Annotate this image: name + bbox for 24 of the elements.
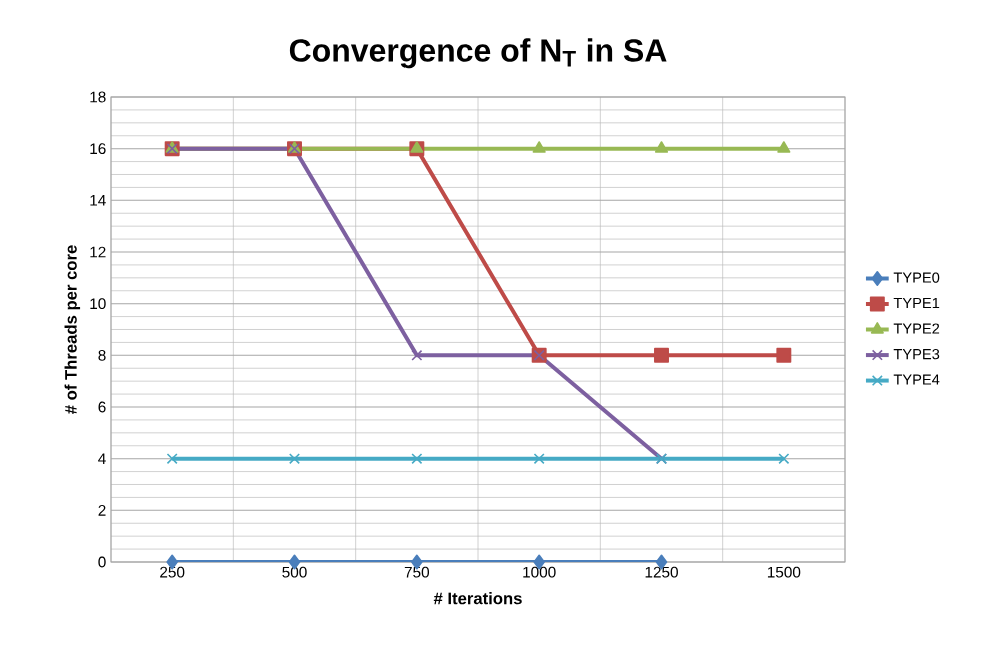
legend-label: TYPE1 bbox=[893, 297, 940, 309]
y-tick-label: 4 bbox=[98, 453, 106, 464]
legend-label: TYPE4 bbox=[893, 374, 940, 385]
legend-label: TYPE0 bbox=[893, 272, 940, 283]
y-tick-label: 0 bbox=[98, 556, 106, 568]
y-axis-title: # of Threads per core bbox=[64, 245, 81, 414]
x-tick-label: 500 bbox=[282, 566, 307, 578]
y-tick-label: 12 bbox=[90, 246, 106, 258]
x-tick-label: 1500 bbox=[767, 566, 801, 578]
y-tick-label: 14 bbox=[90, 195, 106, 206]
x-tick-label: 250 bbox=[160, 566, 185, 578]
x-axis-title: # Iterations bbox=[433, 592, 522, 605]
y-tick-label: 6 bbox=[98, 401, 106, 413]
y-tick-label: 16 bbox=[90, 143, 106, 155]
legend-label: TYPE3 bbox=[893, 348, 940, 360]
y-tick-label: 10 bbox=[90, 298, 106, 310]
y-tick-label: 8 bbox=[98, 349, 106, 361]
y-tick-label: 18 bbox=[90, 91, 106, 103]
x-tick-label: 1000 bbox=[523, 566, 556, 578]
x-tick-label: 1250 bbox=[645, 566, 678, 578]
chart-title: Convergence of N$_{T}$ in SA bbox=[289, 38, 667, 69]
y-tick-label: 2 bbox=[98, 504, 106, 516]
x-tick-label: 750 bbox=[404, 566, 430, 578]
legend-label: TYPE2 bbox=[893, 323, 940, 334]
